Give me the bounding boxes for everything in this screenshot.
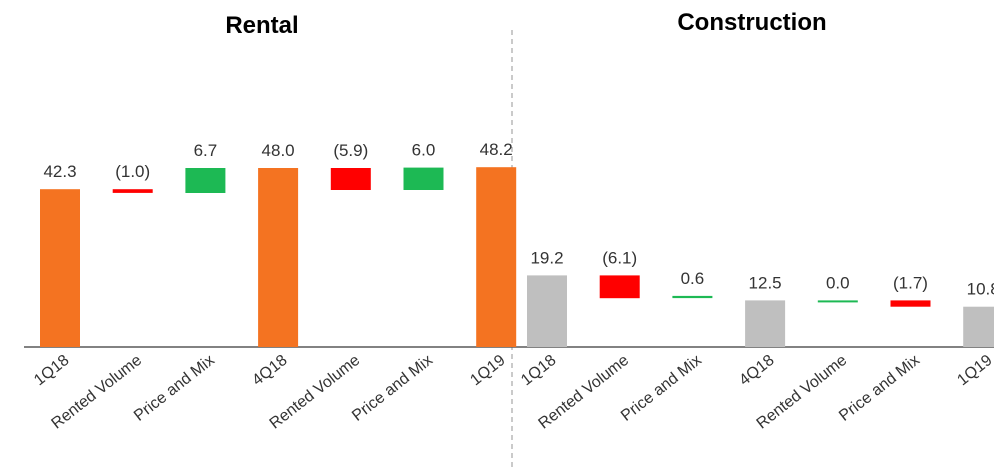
- rental-bar-5: [330, 168, 371, 190]
- construction-title: Construction: [677, 9, 826, 36]
- rental-tick-label-4: 4Q18: [249, 352, 290, 390]
- construction-bar-2: [599, 275, 640, 299]
- rental-tick-label-1: 1Q18: [31, 352, 72, 390]
- rental-tick-label-6: Price and Mix: [349, 352, 436, 425]
- construction-tick-label-7: 1Q19: [954, 352, 994, 390]
- construction-bar-7: [963, 306, 994, 347]
- rental-value-label-1: 42.3: [43, 162, 76, 181]
- construction-tick-label-4: 4Q18: [736, 352, 777, 390]
- rental-bar-4: [258, 168, 299, 347]
- construction-value-label-1: 19.2: [530, 248, 563, 267]
- rental-bar-2: [112, 189, 153, 193]
- construction-value-label-2: (6.1): [602, 248, 637, 267]
- rental-value-label-4: 48.0: [262, 141, 295, 160]
- construction-value-label-7: 10.8: [967, 280, 994, 299]
- rental-value-label-5: (5.9): [333, 141, 368, 160]
- rental-bar-3: [185, 168, 226, 193]
- rental-bar-1: [40, 189, 80, 347]
- construction-bar-5: [817, 300, 858, 303]
- construction-value-label-6: (1.7): [893, 273, 928, 292]
- construction-tick-label-6: Price and Mix: [836, 352, 923, 425]
- rental-value-label-7: 48.2: [480, 140, 513, 159]
- rental-value-label-6: 6.0: [412, 141, 436, 160]
- construction-bar-6: [890, 300, 931, 307]
- rental-tick-label-7: 1Q19: [467, 352, 508, 390]
- rental-tick-label-3: Price and Mix: [131, 352, 218, 425]
- construction-tick-label-3: Price and Mix: [618, 352, 705, 425]
- rental-bar-6: [403, 167, 444, 190]
- construction-bar-4: [745, 300, 786, 347]
- rental-value-label-2: (1.0): [115, 162, 150, 181]
- construction-tick-label-1: 1Q18: [518, 352, 559, 390]
- construction-bar-1: [527, 275, 567, 347]
- construction-value-label-5: 0.0: [826, 273, 850, 292]
- rental-title: Rental: [225, 12, 298, 39]
- construction-bar-3: [672, 295, 713, 299]
- rental-bar-7: [476, 167, 517, 347]
- rental-value-label-3: 6.7: [194, 141, 218, 160]
- construction-value-label-4: 12.5: [749, 273, 782, 292]
- construction-value-label-3: 0.6: [681, 269, 705, 288]
